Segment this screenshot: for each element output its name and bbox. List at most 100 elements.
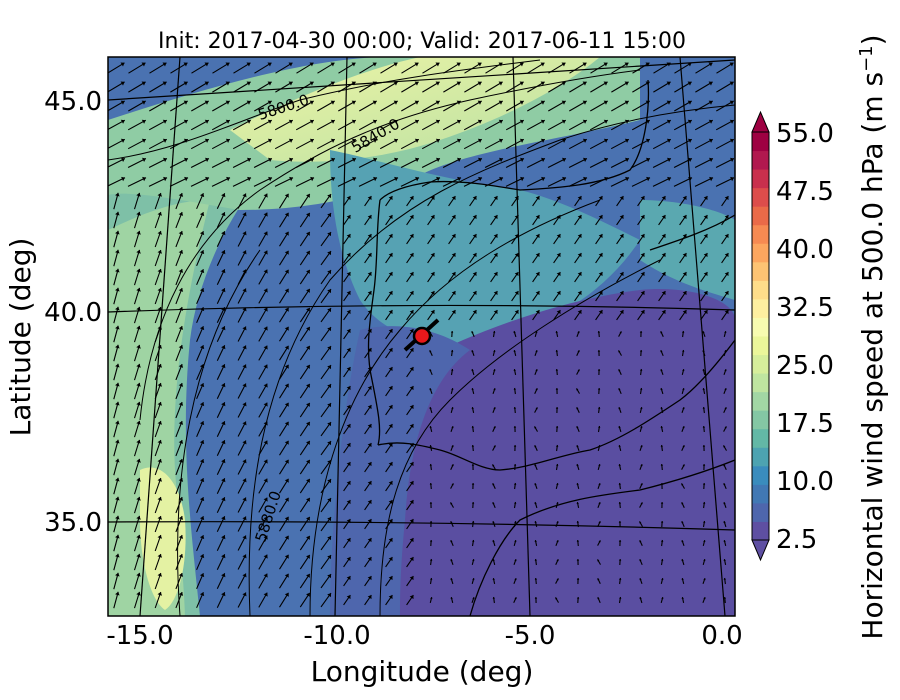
wind-vector-head	[577, 369, 580, 372]
wind-vector-head	[346, 405, 351, 410]
wind-vector-head	[583, 157, 587, 162]
location-marker[interactable]	[403, 318, 440, 352]
wind-vector-head	[225, 100, 230, 105]
wind-vector-head	[724, 369, 727, 372]
wind-vector-head	[660, 540, 664, 542]
wind-vector-head	[514, 234, 519, 239]
geopotential-contours	[108, 59, 735, 616]
wind-vector	[673, 158, 693, 168]
wind-vector-head	[556, 559, 559, 562]
wind-vector-head	[577, 196, 582, 201]
wind-vector	[589, 119, 609, 131]
wind-vector	[149, 81, 167, 93]
wind-vector-head	[603, 62, 608, 67]
wind-vector	[190, 158, 210, 168]
wind-vector-head	[667, 176, 671, 182]
wind-vector-head	[115, 306, 120, 311]
wind-vector-head	[519, 138, 524, 143]
wind-vector-head	[199, 383, 205, 388]
wind-vector-head	[388, 196, 393, 201]
wind-vector-head	[640, 196, 645, 201]
wind-vector	[169, 119, 189, 131]
wind-vector-head	[492, 464, 495, 467]
wind-vector-head	[141, 138, 146, 143]
wind-vector-head	[603, 100, 608, 105]
wind-vector-head	[619, 291, 624, 296]
wind-vector	[274, 119, 294, 131]
wind-vector-head	[561, 62, 566, 67]
wind-vector-head	[639, 331, 643, 333]
wind-vector-head	[457, 157, 461, 162]
colorbar-tick-label: 25.0	[776, 351, 834, 381]
wind-vector-head	[451, 369, 454, 371]
wind-vector-head	[242, 440, 247, 445]
colorbar-tick-label: 47.5	[776, 177, 834, 207]
wind-vector-head	[724, 426, 727, 429]
wind-vector	[590, 100, 608, 112]
wind-vector	[653, 100, 671, 112]
wind-vector-head	[499, 157, 503, 162]
wind-vector-head	[640, 445, 643, 448]
wind-vector	[358, 119, 378, 131]
wind-vector	[128, 81, 146, 93]
wind-vector-head	[534, 464, 537, 467]
wind-vector-head	[471, 350, 474, 353]
wind-vector-head	[724, 253, 729, 258]
wind-vector	[568, 119, 588, 131]
wind-vector-head	[430, 597, 433, 599]
wind-vector-head	[577, 272, 582, 277]
wind-vector-head	[310, 157, 314, 162]
wind-vector	[527, 100, 545, 112]
wind-vector-head	[373, 176, 377, 182]
wind-vector-head	[242, 421, 247, 426]
wind-vector-head	[284, 497, 289, 502]
wind-vector-head	[456, 62, 461, 67]
wind-vector-head	[535, 331, 538, 334]
wind-vector-head	[327, 536, 331, 541]
wind-vector	[443, 100, 461, 112]
wind-vector-head	[430, 272, 435, 277]
wind-vector-head	[246, 100, 251, 105]
wind-vector-head	[667, 157, 671, 162]
wind-vector-head	[199, 212, 205, 217]
wind-vector	[254, 100, 272, 112]
wind-vector-head	[246, 138, 251, 143]
colorbar-segment	[752, 447, 769, 467]
wind-vector-head	[703, 253, 708, 258]
wind-vector-head	[703, 540, 706, 542]
wind-vector-head	[682, 272, 687, 277]
wind-vector-head	[624, 138, 629, 143]
wind-vector	[127, 158, 147, 168]
colorbar-segment	[752, 317, 769, 337]
wind-vector-head	[136, 553, 141, 558]
wind-vector-head	[288, 62, 293, 67]
wind-vector-head	[514, 310, 519, 315]
wind-vector-head	[514, 272, 519, 277]
wind-vector-head	[221, 231, 226, 236]
wind-field-east-teal	[640, 200, 735, 300]
wind-vector	[191, 81, 209, 93]
wind-vector-head	[120, 81, 125, 86]
wind-vector-head	[477, 81, 482, 86]
wind-vector	[694, 158, 714, 168]
wind-vector-head	[327, 555, 331, 560]
wind-vector-head	[451, 234, 456, 239]
wind-vector-head	[409, 519, 414, 524]
wind-vector-head	[723, 502, 726, 505]
wind-vector-head	[540, 62, 545, 67]
wind-vector-head	[221, 592, 226, 597]
wind-vector-head	[582, 119, 587, 124]
wind-vector-head	[682, 215, 687, 220]
wind-vector-head	[598, 196, 603, 201]
wind-vector-head	[115, 382, 120, 387]
wind-vector-head	[136, 268, 141, 273]
wind-vector	[108, 138, 126, 149]
wind-vector-head	[352, 176, 356, 182]
y-axis-label: Latitude (deg)	[4, 238, 37, 437]
wind-vector-head	[284, 421, 289, 426]
wind-vector-head	[471, 369, 474, 372]
wind-vector-head	[221, 402, 226, 407]
wind-vector-head	[555, 350, 558, 352]
parallel-35	[108, 521, 735, 531]
wind-vector-head	[263, 402, 268, 407]
